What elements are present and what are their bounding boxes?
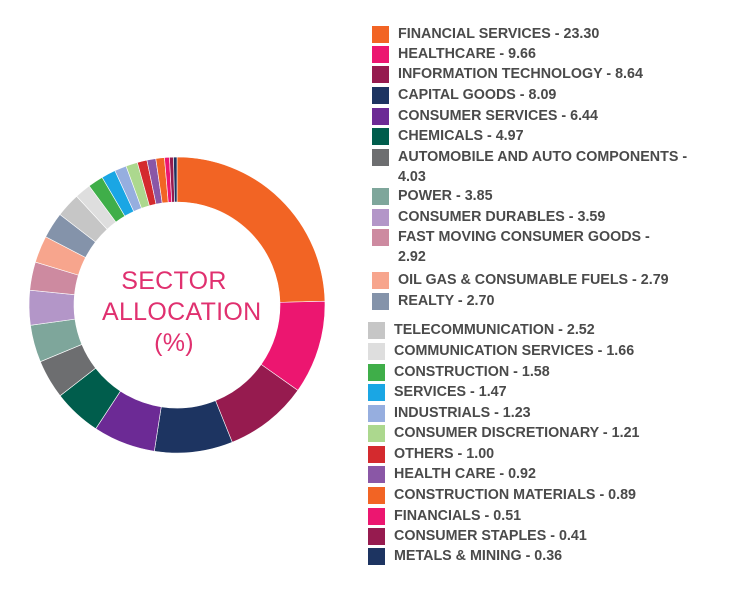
legend-label: CHEMICALS - 4.97 — [398, 128, 524, 144]
legend-label: CONSTRUCTION MATERIALS - 0.89 — [394, 487, 636, 503]
donut-slice-23 — [173, 156, 178, 203]
legend-label: OIL GAS & CONSUMABLE FUELS - 2.79 — [398, 272, 669, 288]
legend-swatch — [372, 66, 389, 83]
legend-swatch — [368, 425, 385, 442]
legend-label: FAST MOVING CONSUMER GOODS - — [398, 229, 650, 245]
legend-swatch — [368, 364, 385, 381]
legend-label: INDUSTRIALS - 1.23 — [394, 405, 531, 421]
legend-swatch — [372, 209, 389, 226]
legend-swatch — [372, 229, 389, 246]
legend-swatch — [368, 343, 385, 360]
legend-swatch — [372, 26, 389, 43]
legend-swatch — [372, 272, 389, 289]
legend-label: FINANCIALS - 0.51 — [394, 508, 522, 524]
donut-chart-svg — [28, 156, 326, 454]
chart-legend: FINANCIAL SERVICES - 23.30 HEALTHCARE - 9… — [368, 0, 752, 599]
legend-label: METALS & MINING - 0.36 — [394, 548, 563, 564]
legend-swatch — [372, 293, 389, 310]
legend-label: TELECOMMUNICATION - 2.52 — [394, 322, 595, 338]
legend-swatch — [368, 446, 385, 463]
legend-label: CONSTRUCTION - 1.58 — [394, 364, 550, 380]
legend-label: AUTOMOBILE AND AUTO COMPONENTS - — [398, 149, 688, 165]
legend-label-continuation: 2.92 — [398, 249, 426, 265]
donut-slice-8 — [28, 289, 76, 326]
legend-label-continuation: 4.03 — [398, 169, 426, 185]
center-label-line-1: SECTOR — [121, 267, 227, 295]
legend-swatch — [372, 46, 389, 63]
legend-swatch — [368, 322, 385, 339]
legend-swatch — [368, 466, 385, 483]
legend-swatch — [368, 405, 385, 422]
legend-label: SERVICES - 1.47 — [394, 384, 507, 400]
legend-label: REALTY - 2.70 — [398, 293, 495, 309]
legend-label: CONSUMER DISCRETIONARY - 1.21 — [394, 425, 640, 441]
legend-label: POWER - 3.85 — [398, 188, 493, 204]
legend-label: CONSUMER SERVICES - 6.44 — [398, 108, 598, 124]
legend-swatch — [368, 548, 385, 565]
legend-swatch — [368, 528, 385, 545]
legend-swatch — [368, 384, 385, 401]
legend-label: CONSUMER STAPLES - 0.41 — [394, 528, 587, 544]
legend-swatch — [372, 108, 389, 125]
legend-label: CAPITAL GOODS - 8.09 — [398, 87, 557, 103]
legend-label: OTHERS - 1.00 — [394, 446, 495, 462]
donut-chart: SECTOR ALLOCATION (%) — [0, 120, 360, 480]
center-label-line-3: (%) — [154, 329, 194, 357]
legend-swatch — [372, 149, 389, 166]
legend-swatch — [372, 87, 389, 104]
legend-label: CONSUMER DURABLES - 3.59 — [398, 209, 606, 225]
legend-label: FINANCIAL SERVICES - 23.30 — [398, 26, 600, 42]
legend-swatch — [372, 128, 389, 145]
legend-swatch — [368, 508, 385, 525]
legend-label: HEALTHCARE - 9.66 — [398, 46, 536, 62]
legend-label: HEALTH CARE - 0.92 — [394, 466, 536, 482]
legend-swatch — [368, 487, 385, 504]
donut-center-label: SECTOR ALLOCATION (%) — [102, 266, 262, 359]
center-label-line-2: ALLOCATION — [102, 298, 262, 326]
legend-label: COMMUNICATION SERVICES - 1.66 — [394, 343, 635, 359]
legend-swatch — [372, 188, 389, 205]
legend-label: INFORMATION TECHNOLOGY - 8.64 — [398, 66, 643, 82]
